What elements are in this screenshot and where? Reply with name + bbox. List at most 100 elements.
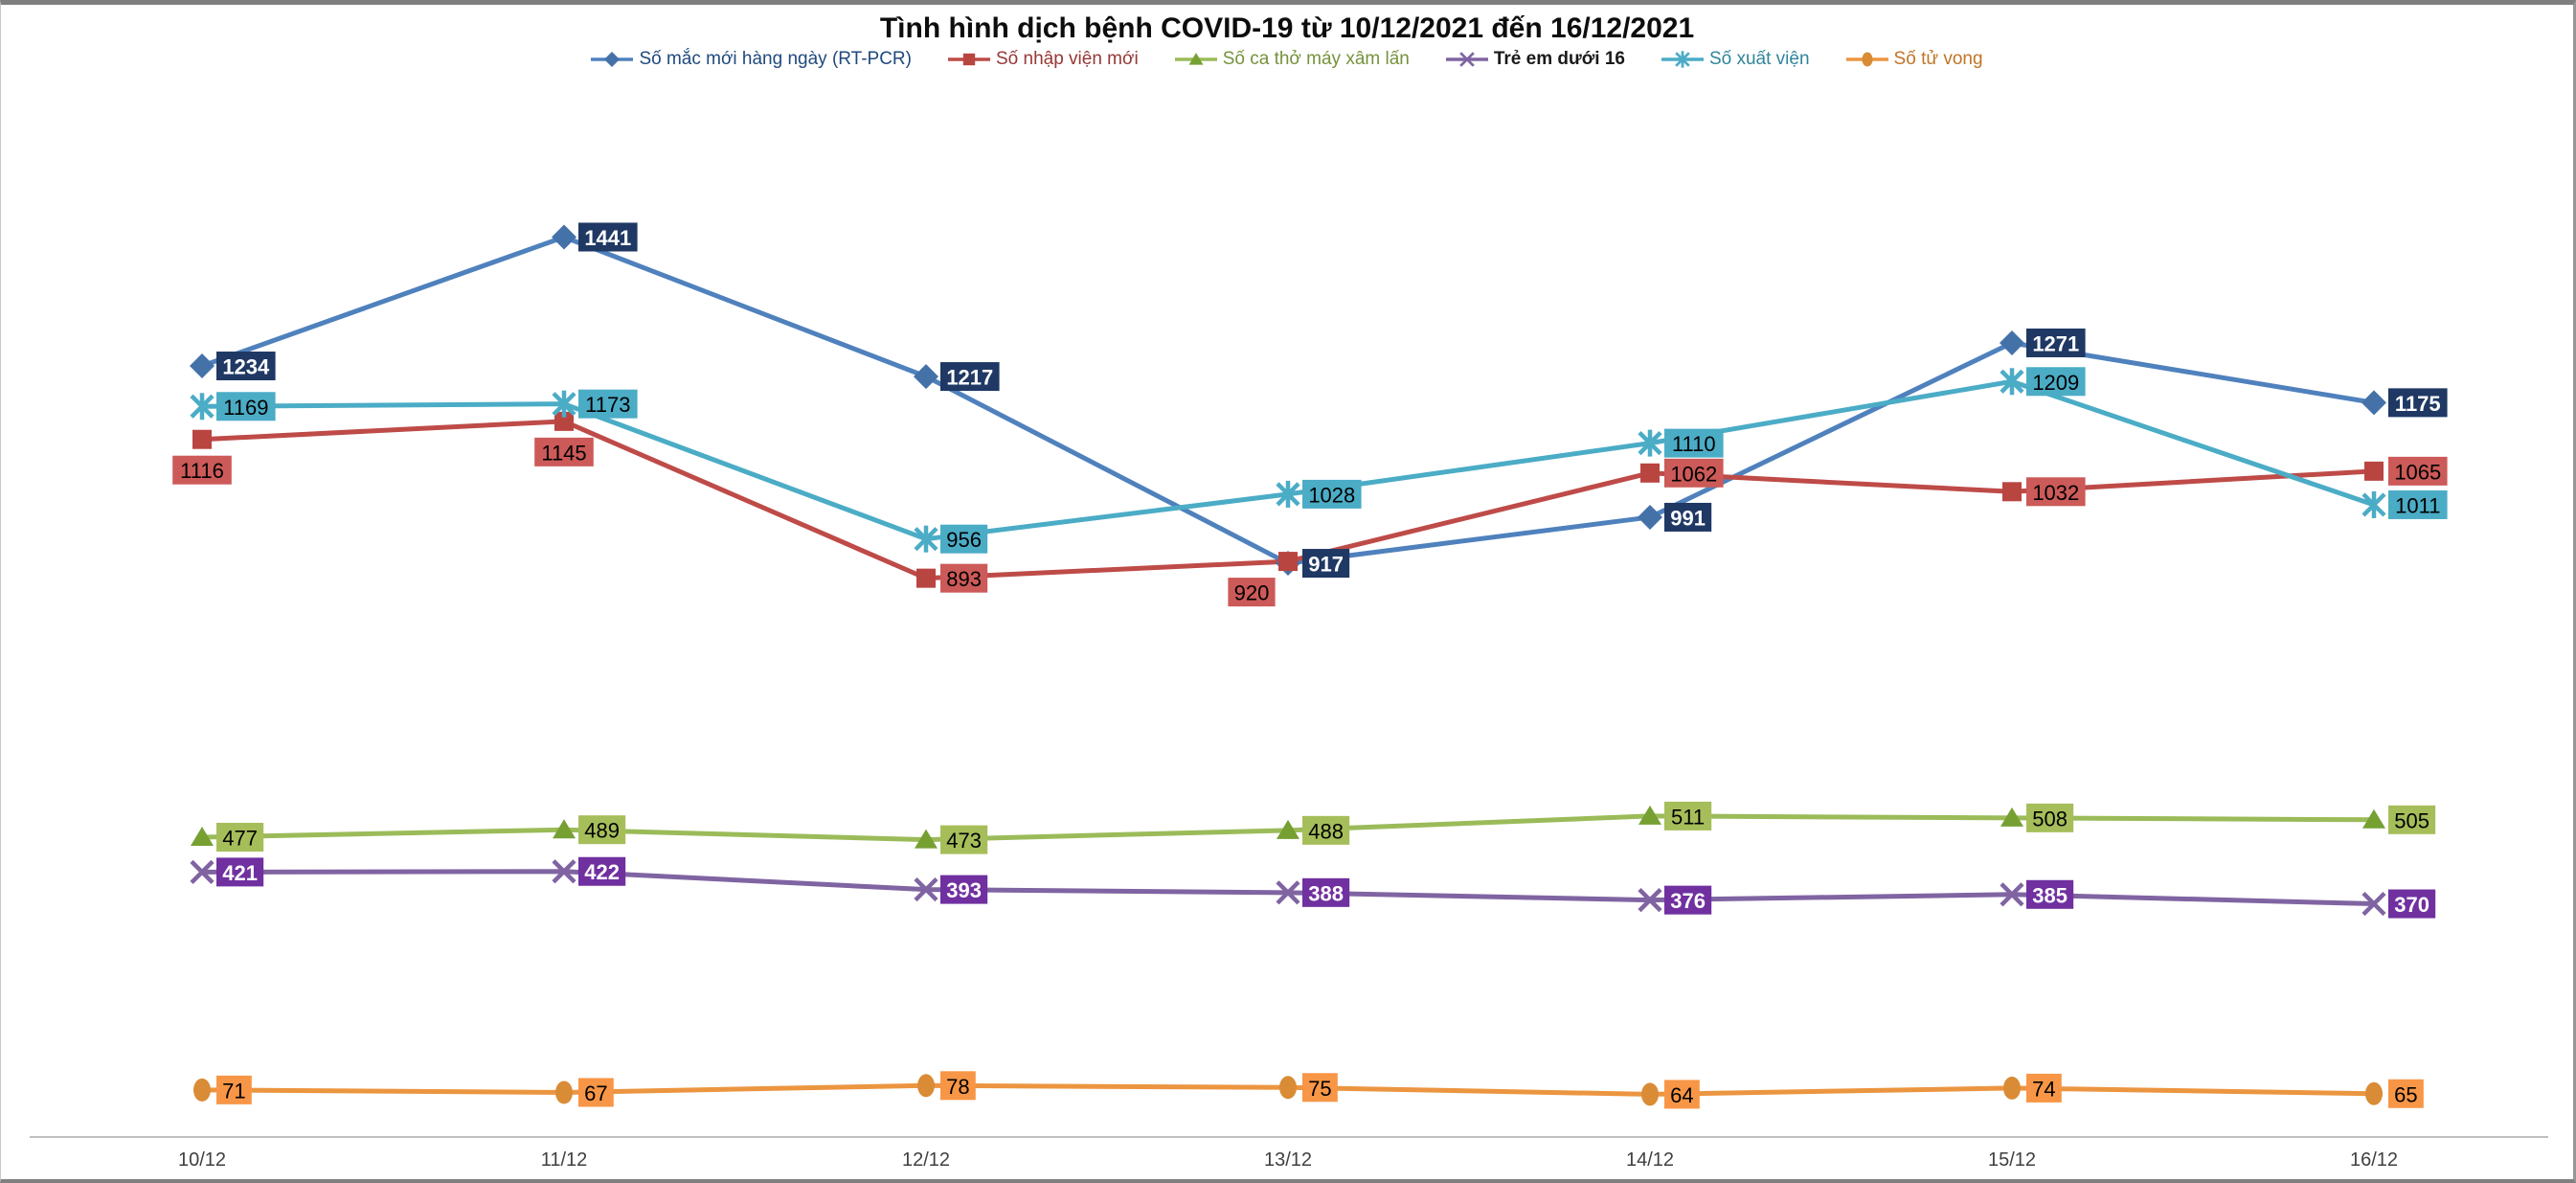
svg-text:1011: 1011 (2395, 493, 2440, 517)
data-label: 393 (940, 875, 988, 904)
svg-text:489: 489 (584, 819, 620, 843)
svg-text:393: 393 (946, 878, 982, 902)
data-label: 422 (578, 856, 626, 886)
square-marker-icon (1640, 463, 1660, 483)
circle-marker-icon (2003, 1076, 2021, 1100)
legend-item: Số nhập viện mới (947, 49, 1139, 70)
svg-text:1032: 1032 (2032, 481, 2079, 505)
legend-label: Trẻ em dưới 16 (1493, 49, 1625, 69)
data-label: 1011 (2388, 489, 2448, 519)
svg-text:508: 508 (2032, 807, 2068, 830)
asterisk-marker-icon (2361, 490, 2386, 518)
square-marker-icon (2002, 482, 2022, 502)
x-axis-label: 16/12 (2350, 1149, 2398, 1171)
triangle-marker-icon (915, 829, 938, 849)
data-label: 376 (1664, 885, 1712, 915)
asterisk-marker-icon (2000, 368, 2024, 396)
data-label: 893 (940, 563, 988, 593)
data-label: 78 (940, 1071, 976, 1101)
circle-marker-icon (1861, 52, 1873, 67)
svg-text:71: 71 (222, 1079, 245, 1103)
triangle-marker-icon (1188, 53, 1204, 65)
svg-text:376: 376 (1670, 889, 1706, 913)
square-marker-icon (916, 568, 936, 588)
data-label: 477 (216, 822, 264, 852)
svg-text:1173: 1173 (585, 393, 630, 417)
data-label: 1173 (578, 389, 638, 419)
svg-text:920: 920 (1234, 581, 1270, 605)
x-axis-label: 14/12 (1626, 1149, 1674, 1171)
x-axis-label: 12/12 (902, 1149, 950, 1171)
data-label: 920 (1228, 578, 1276, 607)
series-line (201, 234, 2375, 566)
legend-marker-icon (591, 51, 634, 68)
data-label: 74 (2026, 1073, 2062, 1103)
x-marker-icon (914, 876, 938, 902)
triangle-marker-icon (553, 819, 576, 839)
data-label: 65 (2388, 1079, 2424, 1108)
square-marker-icon (962, 53, 976, 66)
circle-marker-icon (193, 1078, 211, 1102)
data-label: 1271 (2026, 328, 2086, 357)
legend-label: Số mắc mới hàng ngày (RT-PCR) (639, 49, 912, 69)
data-label: 1145 (534, 437, 594, 466)
svg-text:1028: 1028 (1308, 483, 1355, 507)
legend-item: Số tử vong (1845, 49, 1983, 70)
data-label: 1441 (578, 222, 638, 252)
data-label: 1028 (1302, 479, 1362, 509)
svg-text:1234: 1234 (222, 355, 270, 379)
svg-text:1169: 1169 (223, 396, 268, 420)
chart-legend: Số mắc mới hàng ngày (RT-PCR) Số nhập việ… (1, 49, 2573, 70)
diamond-marker-icon (2361, 390, 2386, 416)
data-label: 1110 (1664, 428, 1724, 458)
svg-text:1209: 1209 (2032, 371, 2079, 395)
legend-label: Số nhập viện mới (995, 49, 1139, 69)
svg-text:1110: 1110 (1672, 432, 1716, 456)
legend-marker-icon (947, 53, 990, 66)
circle-marker-icon (2365, 1081, 2383, 1105)
data-label: 385 (2026, 879, 2074, 909)
square-marker-icon (554, 411, 574, 431)
svg-text:64: 64 (1670, 1083, 1693, 1107)
square-marker-icon (192, 429, 212, 449)
legend-marker-icon (1661, 51, 1704, 68)
x-axis-label: 10/12 (178, 1149, 226, 1171)
circle-marker-icon (1641, 1082, 1659, 1106)
data-label: 1209 (2026, 367, 2086, 397)
x-marker-icon (190, 859, 215, 884)
svg-text:388: 388 (1308, 881, 1344, 905)
data-label: 64 (1664, 1080, 1700, 1109)
asterisk-marker-icon (1276, 480, 1300, 508)
svg-text:488: 488 (1308, 819, 1344, 843)
data-label: 488 (1302, 815, 1350, 845)
diamond-marker-icon (1638, 504, 1662, 530)
svg-text:78: 78 (946, 1075, 969, 1099)
x-marker-icon (1638, 888, 1662, 913)
data-label: 67 (578, 1078, 614, 1107)
svg-text:477: 477 (222, 826, 258, 850)
data-label: 421 (216, 857, 264, 887)
data-label: 956 (940, 524, 988, 554)
circle-marker-icon (917, 1074, 935, 1098)
data-label: 473 (940, 825, 988, 854)
data-label: 1116 (172, 455, 232, 485)
legend-marker-icon (1445, 52, 1488, 67)
asterisk-marker-icon (1675, 51, 1690, 68)
circle-marker-icon (555, 1081, 573, 1104)
data-label: 1065 (2388, 456, 2448, 486)
x-marker-icon (552, 859, 576, 884)
x-axis-label: 11/12 (541, 1149, 588, 1171)
asterisk-marker-icon (190, 393, 215, 421)
data-label: 388 (1302, 877, 1350, 907)
svg-text:1217: 1217 (946, 366, 993, 390)
svg-text:370: 370 (2394, 893, 2429, 917)
data-label: 1169 (216, 392, 276, 421)
triangle-marker-icon (191, 826, 214, 846)
svg-text:893: 893 (946, 567, 982, 591)
svg-text:422: 422 (584, 860, 620, 884)
diamond-marker-icon (552, 224, 576, 250)
svg-text:1116: 1116 (180, 459, 224, 483)
svg-text:991: 991 (1670, 506, 1706, 530)
data-label: 370 (2388, 889, 2436, 919)
